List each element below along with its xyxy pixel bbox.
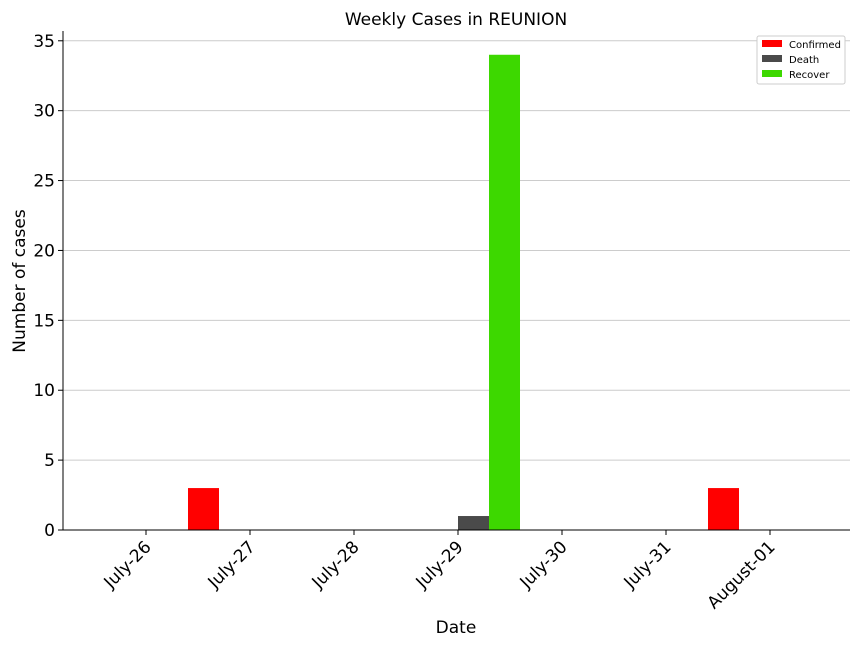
y-tick-label: 5 xyxy=(44,451,55,471)
x-axis-ticks: July-26 July-27 July-28 July-29 July-30 July-… xyxy=(100,530,780,613)
bar-recover xyxy=(489,54,520,531)
x-tick-label: July-29 xyxy=(412,537,468,593)
x-tick-label: August-01 xyxy=(704,537,780,613)
bars xyxy=(188,54,739,531)
x-tick-label: July-28 xyxy=(308,537,364,593)
legend-swatch xyxy=(762,70,782,77)
chart-title: Weekly Cases in REUNION xyxy=(345,10,567,30)
y-tick-label: 15 xyxy=(33,311,55,331)
y-tick-label: 0 xyxy=(44,521,55,541)
x-tick-label: July-31 xyxy=(620,537,676,593)
legend-swatch xyxy=(762,40,782,47)
legend-label: Death xyxy=(789,55,819,66)
bar-confirmed xyxy=(188,488,219,530)
legend: Confirmed Death Recover xyxy=(756,35,846,85)
x-axis-label: Date xyxy=(436,618,477,638)
y-tick-label: 25 xyxy=(33,172,55,192)
bar-death xyxy=(458,516,489,530)
legend-label: Confirmed xyxy=(789,40,841,51)
y-tick-label: 10 xyxy=(33,381,55,401)
y-axis-label: Number of cases xyxy=(10,209,30,353)
grid xyxy=(63,40,850,461)
y-tick-label: 20 xyxy=(33,241,55,261)
x-tick-label: July-26 xyxy=(100,537,156,593)
x-tick-label: July-27 xyxy=(204,537,260,593)
x-tick-label: July-30 xyxy=(516,537,572,593)
legend-label: Recover xyxy=(789,70,830,81)
bar-confirmed xyxy=(708,488,739,530)
y-tick-label: 35 xyxy=(33,32,55,52)
y-axis-ticks: 0 5 10 15 20 25 30 35 xyxy=(33,32,63,541)
legend-swatch xyxy=(762,55,782,62)
y-tick-label: 30 xyxy=(33,102,55,122)
